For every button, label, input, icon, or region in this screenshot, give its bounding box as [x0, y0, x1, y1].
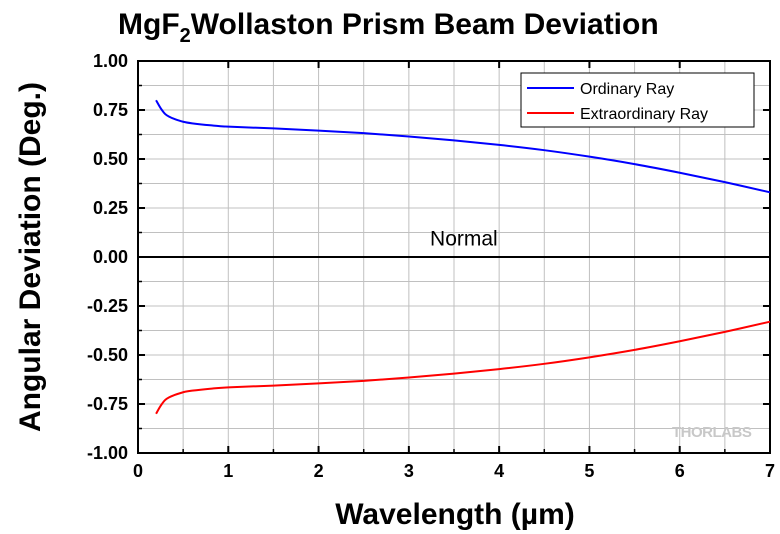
- x-tick-label: 2: [314, 461, 324, 481]
- legend-label-extraordinary: Extraordinary Ray: [580, 106, 708, 123]
- series: [155, 99, 771, 415]
- x-tick-label: 0: [133, 461, 143, 481]
- ticks: 0 1 2 3 4 5 6 7 1.00 0.75 0.50 0.25 0.00 -0.25 -0.50 -0…: [87, 51, 775, 481]
- legend-box: [520, 72, 755, 128]
- series-line-ordinary-ray: [155, 99, 771, 194]
- y-tick-label: -1.00: [87, 443, 128, 463]
- y-tick-label: 0.25: [93, 198, 128, 218]
- x-tick-label: 1: [223, 461, 233, 481]
- x-axis-label: Wavelength (µm): [335, 498, 575, 531]
- y-tick-label: -0.75: [87, 394, 128, 414]
- y-tick-label: 0.50: [93, 149, 128, 169]
- y-tick-label: -0.50: [87, 345, 128, 365]
- x-tick-label: 3: [404, 461, 414, 481]
- series-line-extraordinary-ray: [155, 320, 771, 415]
- y-tick-label: 0.00: [93, 247, 128, 267]
- y-tick-label: 0.75: [93, 100, 128, 120]
- x-tick-label: 4: [494, 461, 504, 481]
- y-axis-label: Angular Deviation (Deg.): [14, 82, 47, 432]
- y-tick-label: -0.25: [87, 296, 128, 316]
- legend: Ordinary Ray Extraordinary Ray: [520, 72, 755, 128]
- legend-label-ordinary: Ordinary Ray: [580, 81, 674, 98]
- thorlabs-logo: THORLABS: [672, 424, 752, 441]
- chart-title: MgF2Wollaston Prism Beam Deviation: [118, 8, 659, 47]
- y-tick-label: 1.00: [93, 51, 128, 71]
- x-tick-label: 6: [675, 461, 685, 481]
- annotation-normal: Normal: [430, 227, 498, 250]
- x-tick-label: 7: [765, 461, 775, 481]
- x-tick-label: 5: [584, 461, 594, 481]
